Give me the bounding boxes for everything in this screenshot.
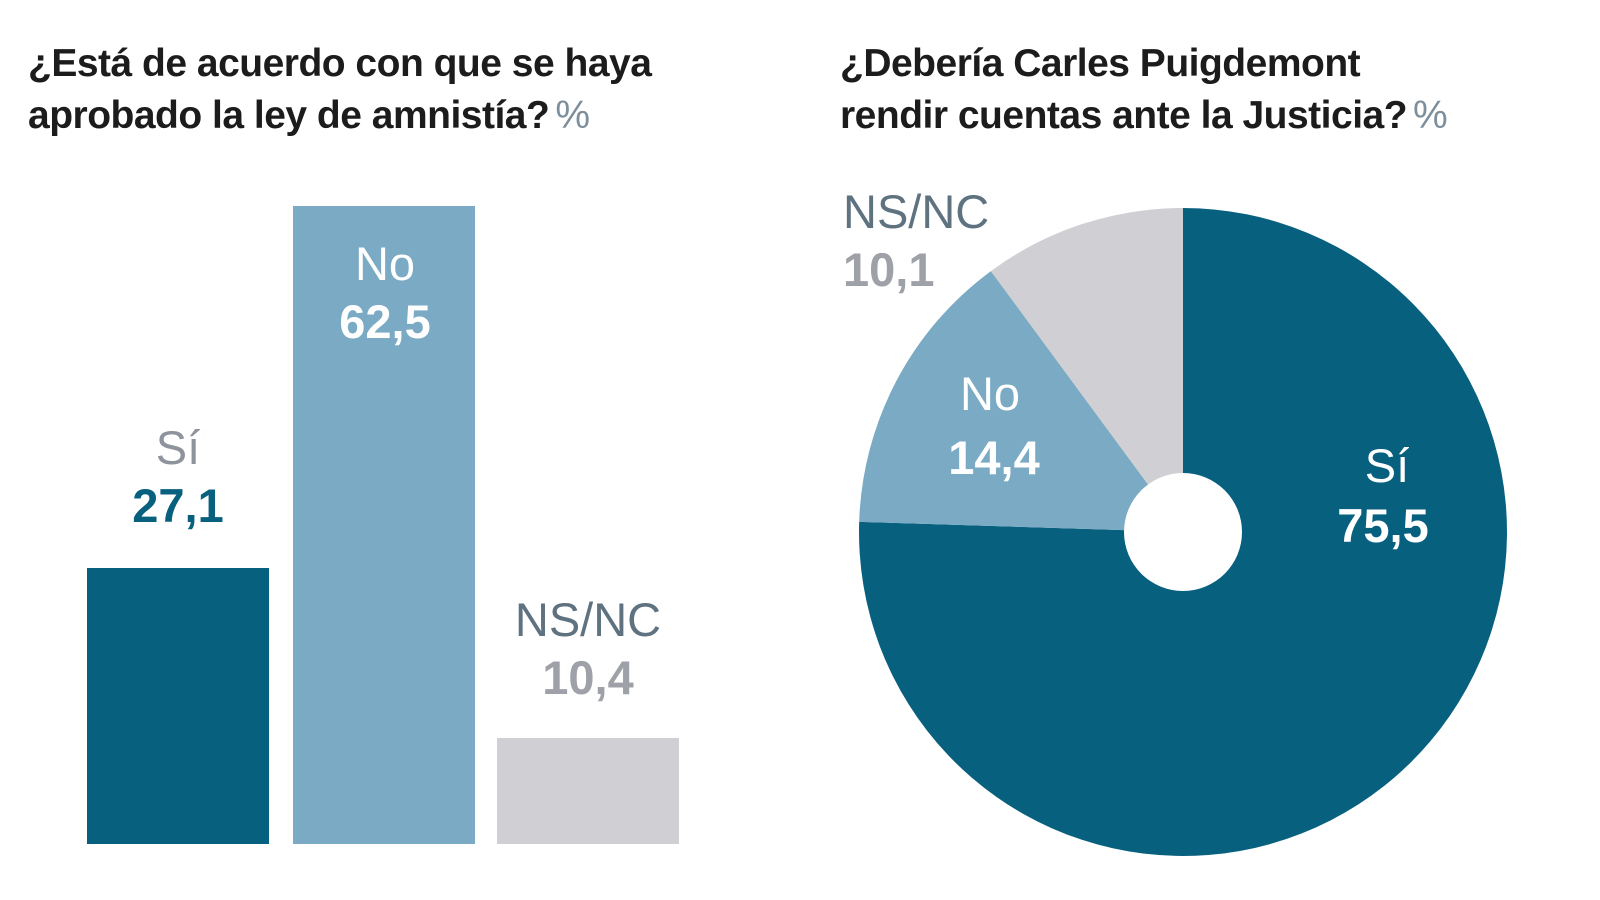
pie-slice-no [859, 271, 1183, 532]
donut-hole [1124, 473, 1242, 591]
pie-chart-title-line1: ¿Debería Carles Puigdemont [840, 42, 1361, 85]
pie-value-label-ns-nc: 10,1 [843, 243, 935, 296]
bar-chart-title-line1: ¿Está de acuerdo con que se haya [28, 42, 652, 85]
bar-category-label-si: Sí [155, 421, 201, 474]
pie-value-label-si: 75,5 [1337, 499, 1429, 552]
bar-category-label-no: No [354, 237, 416, 290]
bar-chart-title: ¿Está de acuerdo con que se haya aprobad… [28, 38, 652, 142]
pie-chart-percent-unit: % [1413, 94, 1448, 137]
pie-value-label-no: 14,4 [948, 431, 1040, 484]
pie-category-label-no: No [959, 367, 1021, 420]
bar-chart-title-line2: aprobado la ley de amnistía? [28, 94, 550, 137]
bar-value-label-ns-nc: 10,4 [542, 651, 634, 704]
bar-category-label-ns-nc: NS/NC [514, 593, 662, 646]
bar-value-label-si: 27,1 [132, 479, 224, 532]
bar-no [293, 206, 475, 844]
bar-value-label-no: 62,5 [339, 295, 431, 348]
pie-category-label-si: Sí [1364, 439, 1410, 492]
pie-slice-ns-nc [990, 208, 1183, 532]
pie-category-label-ns-nc: NS/NC [843, 185, 990, 238]
pie-donut [859, 208, 1507, 856]
pie-chart-title-line2: rendir cuentas ante la Justicia? [840, 94, 1408, 137]
pie-chart-title: ¿Debería Carles Puigdemont rendir cuenta… [840, 38, 1448, 142]
bar-ns-nc [497, 738, 679, 844]
bar-si [87, 568, 269, 844]
bar-chart-percent-unit: % [555, 94, 590, 137]
